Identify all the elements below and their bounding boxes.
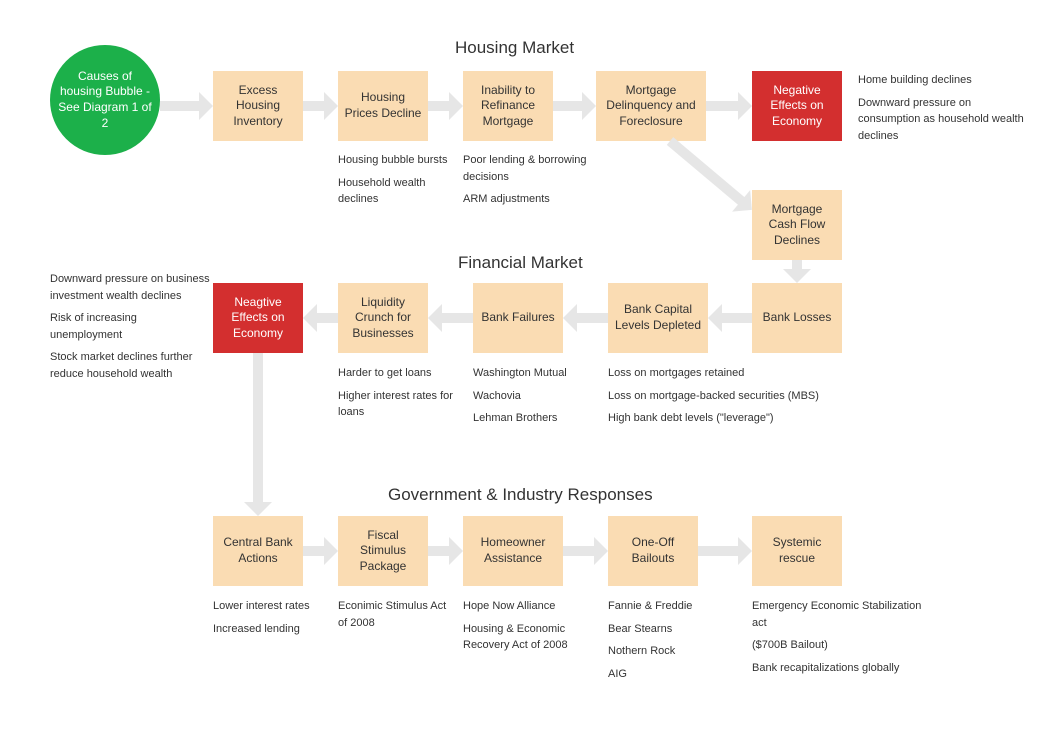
- section-title: Government & Industry Responses: [388, 485, 653, 505]
- flow-box: Mortgage Delinquency and Foreclosure: [596, 71, 706, 141]
- flow-box: Central Bank Actions: [213, 516, 303, 586]
- arrow-head: [449, 92, 463, 120]
- flow-box: Negative Effects on Economy: [752, 71, 842, 141]
- start-circle: Causes of housing Bubble - See Diagram 1…: [50, 45, 160, 155]
- arrow-head: [738, 537, 752, 565]
- flow-box: Bank Capital Levels Depleted: [608, 283, 708, 353]
- flow-box: Homeowner Assistance: [463, 516, 563, 586]
- arrow-head: [244, 502, 272, 516]
- arrow: [792, 260, 802, 271]
- note-text: Home building declinesDownward pressure …: [858, 72, 1028, 144]
- note-text: Washington MutualWachoviaLehman Brothers: [473, 365, 603, 427]
- arrow-head: [708, 304, 722, 332]
- arrow: [303, 546, 326, 556]
- flow-box: Liquidity Crunch for Businesses: [338, 283, 428, 353]
- flow-box: Systemic rescue: [752, 516, 842, 586]
- flow-box: Fiscal Stimulus Package: [338, 516, 428, 586]
- arrow: [720, 313, 752, 323]
- arrow: [428, 546, 451, 556]
- arrow: [706, 101, 740, 111]
- arrow: [315, 313, 338, 323]
- arrow: [575, 313, 608, 323]
- arrow: [667, 137, 755, 214]
- flow-box: Bank Losses: [752, 283, 842, 353]
- flow-box: Mortgage Cash Flow Declines: [752, 190, 842, 260]
- section-title: Financial Market: [458, 253, 583, 273]
- arrow: [553, 101, 584, 111]
- flow-box: One-Off Bailouts: [608, 516, 698, 586]
- flow-box: Excess Housing Inventory: [213, 71, 303, 141]
- arrow-head: [303, 304, 317, 332]
- arrow-head: [428, 304, 442, 332]
- arrow-head: [449, 537, 463, 565]
- note-text: Poor lending & borrowing decisionsARM ad…: [463, 152, 593, 208]
- note-text: Loss on mortgages retainedLoss on mortga…: [608, 365, 838, 427]
- arrow-head: [783, 269, 811, 283]
- arrow: [698, 546, 740, 556]
- flow-box: Inability to Refinance Mortgage: [463, 71, 553, 141]
- section-title: Housing Market: [455, 38, 574, 58]
- note-text: Fannie & FreddieBear StearnsNothern Rock…: [608, 598, 728, 682]
- note-text: Downward pressure on business investment…: [50, 271, 210, 382]
- arrow-head: [199, 92, 213, 120]
- flow-box: Bank Failures: [473, 283, 563, 353]
- arrow: [253, 353, 263, 504]
- note-text: Emergency Economic Stabilization act($70…: [752, 598, 922, 676]
- arrow: [428, 101, 451, 111]
- note-text: Hope Now AllianceHousing & Economic Reco…: [463, 598, 603, 654]
- note-text: Harder to get loansHigher interest rates…: [338, 365, 468, 421]
- arrow-head: [738, 92, 752, 120]
- arrow: [440, 313, 473, 323]
- arrow-head: [563, 304, 577, 332]
- note-text: Lower interest ratesIncreased lending: [213, 598, 333, 637]
- note-text: Housing bubble burstsHousehold wealth de…: [338, 152, 458, 208]
- arrow-head: [324, 537, 338, 565]
- arrow-head: [324, 92, 338, 120]
- arrow: [303, 101, 326, 111]
- arrow-head: [594, 537, 608, 565]
- flow-box: Housing Prices Decline: [338, 71, 428, 141]
- arrow-head: [582, 92, 596, 120]
- arrow: [160, 101, 201, 111]
- note-text: Econimic Stimulus Act of 2008: [338, 598, 458, 631]
- flow-box: Neagtive Effects on Economy: [213, 283, 303, 353]
- arrow: [563, 546, 596, 556]
